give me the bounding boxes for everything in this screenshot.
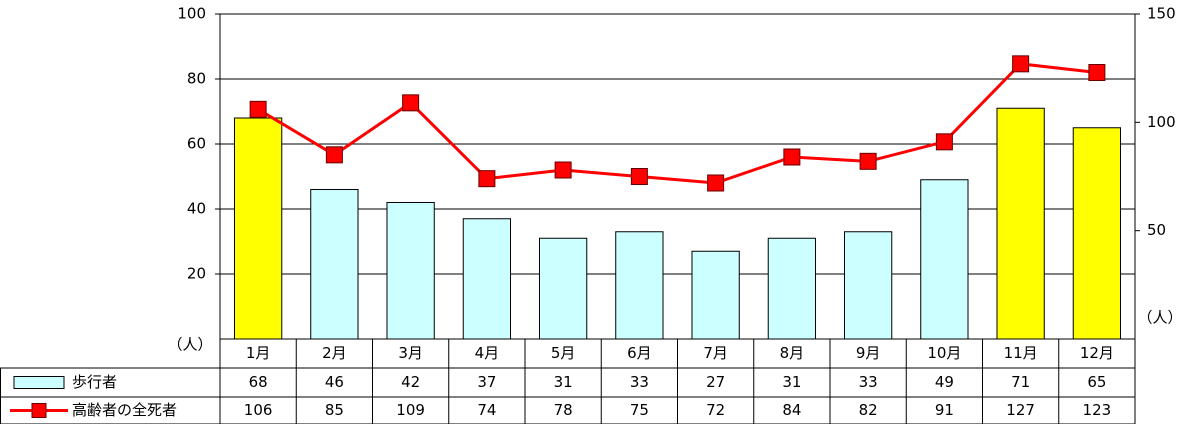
- y-tick-label: 100: [177, 5, 206, 23]
- y-axis-label: （人）: [167, 336, 212, 354]
- y2-tick-label: 150: [1147, 5, 1176, 23]
- bar: [767, 237, 817, 340]
- y-tick-label: 20: [187, 265, 206, 283]
- bar: [233, 117, 283, 340]
- x-tick-label: 9月: [856, 344, 881, 362]
- table-value: 85: [325, 401, 344, 419]
- marker: [402, 94, 420, 112]
- x-tick-label: 10月: [927, 344, 961, 362]
- bar: [310, 189, 359, 340]
- x-tick-label: 1月: [246, 344, 271, 362]
- bar: [386, 202, 435, 340]
- x-tick-label: 5月: [551, 344, 576, 362]
- table-value: 109: [396, 401, 425, 419]
- y-tick-label: 40: [187, 200, 206, 218]
- table-value: 123: [1083, 401, 1112, 419]
- bar: [615, 231, 664, 340]
- table-value: 82: [859, 401, 878, 419]
- x-tick-label: 8月: [780, 344, 805, 362]
- x-tick-label: 2月: [322, 344, 347, 362]
- table-value: 71: [1011, 373, 1030, 391]
- x-tick-label: 6月: [627, 344, 652, 362]
- legend-swatch: [13, 376, 65, 389]
- marker: [1012, 55, 1030, 73]
- table-value: 31: [782, 373, 801, 391]
- bar: [996, 107, 1045, 340]
- table-value: 75: [630, 401, 649, 419]
- y2-axis-label: （人）: [1137, 309, 1182, 327]
- line: [257, 62, 1098, 185]
- table-value: 37: [477, 373, 496, 391]
- x-tick-label: 11月: [1004, 344, 1038, 362]
- plot-area: [219, 13, 1136, 340]
- marker: [935, 133, 953, 151]
- table-value: 46: [325, 373, 344, 391]
- bar: [691, 250, 740, 340]
- table-value: 42: [401, 373, 420, 391]
- table-value: 68: [249, 373, 268, 391]
- table-value: 33: [859, 373, 878, 391]
- table-value: 33: [630, 373, 649, 391]
- x-tick-label: 7月: [703, 344, 728, 362]
- table-value: 78: [554, 401, 573, 419]
- marker: [1088, 64, 1106, 81]
- bar: [538, 237, 588, 340]
- x-tick-label: 4月: [475, 344, 500, 362]
- table-value: 106: [244, 401, 273, 419]
- table-value: 84: [782, 401, 801, 419]
- table-value: 49: [935, 373, 954, 391]
- legend-label: 高齢者の全死者: [72, 401, 177, 419]
- legend-label: 歩行者: [72, 373, 117, 391]
- table-value: 72: [706, 401, 725, 419]
- legend-marker: [31, 403, 47, 418]
- table-value: 91: [935, 401, 954, 419]
- marker: [707, 174, 725, 192]
- marker: [325, 146, 343, 164]
- table-value: 127: [1006, 401, 1035, 419]
- y2-tick-label: 50: [1147, 221, 1166, 239]
- bar: [843, 231, 893, 340]
- table-value: 31: [554, 373, 573, 391]
- marker: [478, 170, 496, 188]
- marker: [630, 168, 648, 185]
- table-value: 74: [477, 401, 496, 419]
- bar: [1072, 127, 1122, 340]
- y2-tick-label: 100: [1147, 113, 1176, 131]
- x-tick-label: 12月: [1080, 344, 1114, 362]
- table-value: 65: [1087, 373, 1106, 391]
- y-tick-label: 60: [187, 135, 206, 153]
- marker: [859, 152, 877, 170]
- x-tick-label: 3月: [398, 344, 423, 362]
- table-value: 27: [706, 373, 725, 391]
- marker: [783, 148, 801, 166]
- bar: [920, 179, 969, 340]
- bar: [462, 218, 512, 340]
- marker: [249, 100, 267, 118]
- marker: [554, 161, 572, 179]
- y-tick-label: 80: [187, 70, 206, 88]
